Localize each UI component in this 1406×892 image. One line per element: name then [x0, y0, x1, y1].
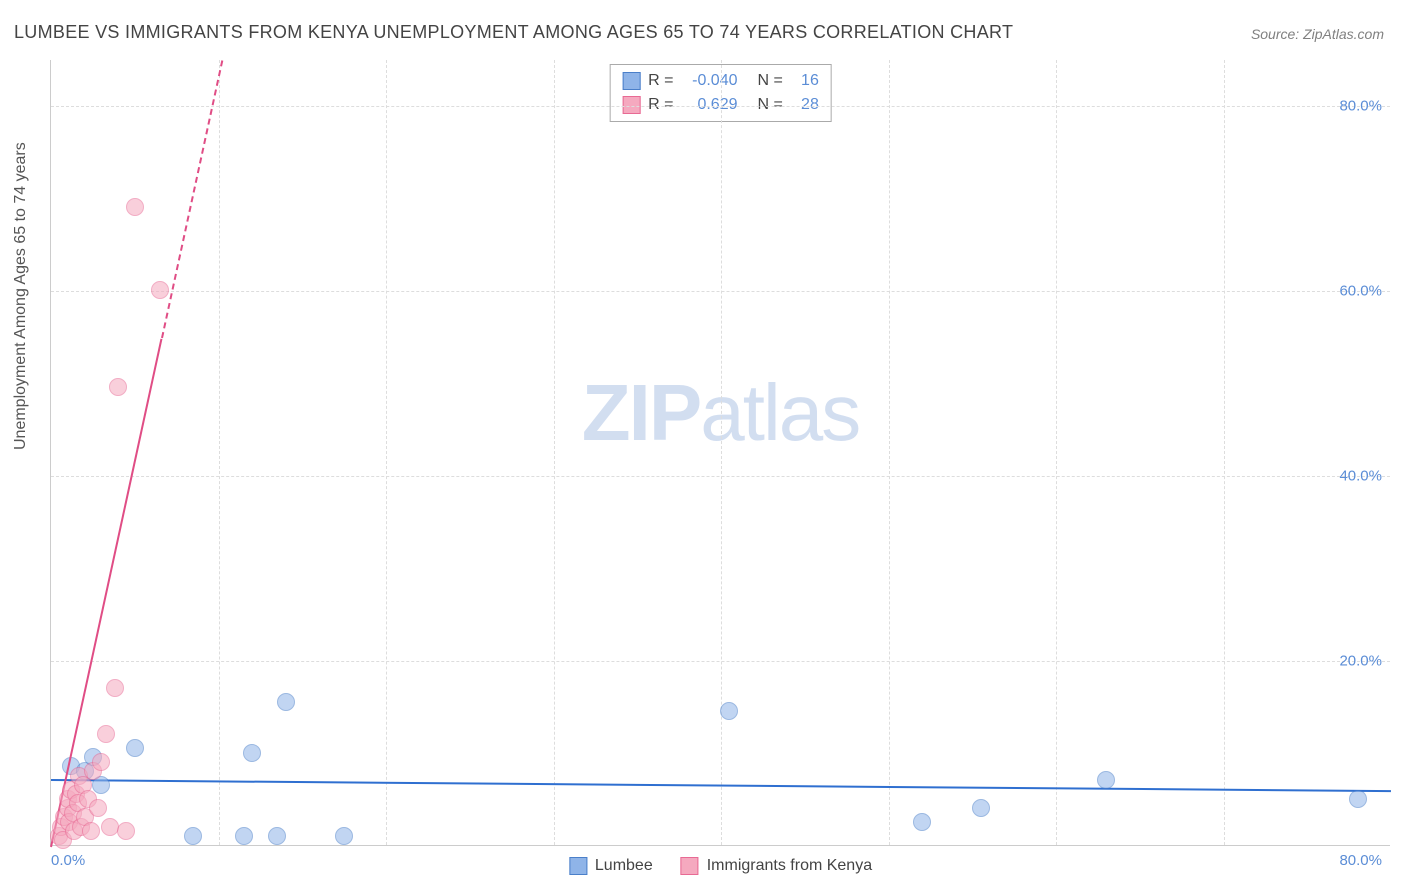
data-point [972, 799, 990, 817]
y-axis-label: Unemployment Among Ages 65 to 74 years [12, 142, 30, 450]
bottom-legend: Lumbee Immigrants from Kenya [569, 857, 872, 875]
source-label: Source: ZipAtlas.com [1251, 26, 1384, 42]
data-point [151, 281, 169, 299]
n-value: 16 [791, 69, 819, 93]
data-point [720, 702, 738, 720]
x-tick-label: 0.0% [51, 852, 85, 869]
y-tick-label: 60.0% [1339, 283, 1382, 300]
data-point [126, 739, 144, 757]
gridline-v [219, 60, 220, 845]
legend-swatch [681, 857, 699, 875]
trend-line [50, 338, 163, 847]
data-point [101, 818, 119, 836]
data-point [235, 827, 253, 845]
chart-title: LUMBEE VS IMMIGRANTS FROM KENYA UNEMPLOY… [14, 22, 1013, 43]
data-point [277, 693, 295, 711]
x-tick-label: 80.0% [1339, 852, 1382, 869]
r-value: -0.040 [682, 69, 738, 93]
gridline-v [721, 60, 722, 845]
gridline-v [889, 60, 890, 845]
data-point [335, 827, 353, 845]
legend-swatch [622, 96, 640, 114]
legend-item: Immigrants from Kenya [681, 857, 872, 875]
gridline-v [554, 60, 555, 845]
data-point [92, 753, 110, 771]
n-value: 28 [791, 93, 819, 117]
n-label: N = [758, 69, 783, 93]
data-point [126, 198, 144, 216]
watermark-bold: ZIP [582, 368, 700, 457]
data-point [109, 378, 127, 396]
data-point [89, 799, 107, 817]
data-point [1097, 771, 1115, 789]
data-point [243, 744, 261, 762]
legend-label: Immigrants from Kenya [707, 857, 872, 875]
r-label: R = [648, 93, 673, 117]
data-point [117, 822, 135, 840]
legend-swatch [569, 857, 587, 875]
watermark-light: atlas [700, 368, 859, 457]
r-label: R = [648, 69, 673, 93]
y-tick-label: 20.0% [1339, 653, 1382, 670]
gridline-v [1224, 60, 1225, 845]
data-point [106, 679, 124, 697]
gridline-v [1056, 60, 1057, 845]
gridline-v [386, 60, 387, 845]
data-point [268, 827, 286, 845]
r-value: 0.629 [682, 93, 738, 117]
y-tick-label: 80.0% [1339, 98, 1382, 115]
data-point [1349, 790, 1367, 808]
legend-item: Lumbee [569, 857, 653, 875]
data-point [97, 725, 115, 743]
y-tick-label: 40.0% [1339, 468, 1382, 485]
trend-line [161, 61, 223, 339]
data-point [82, 822, 100, 840]
data-point [913, 813, 931, 831]
plot-area: ZIPatlas R =-0.040N =16R =0.629N =28 Lum… [50, 60, 1390, 846]
n-label: N = [758, 93, 783, 117]
legend-swatch [622, 72, 640, 90]
data-point [184, 827, 202, 845]
legend-label: Lumbee [595, 857, 653, 875]
